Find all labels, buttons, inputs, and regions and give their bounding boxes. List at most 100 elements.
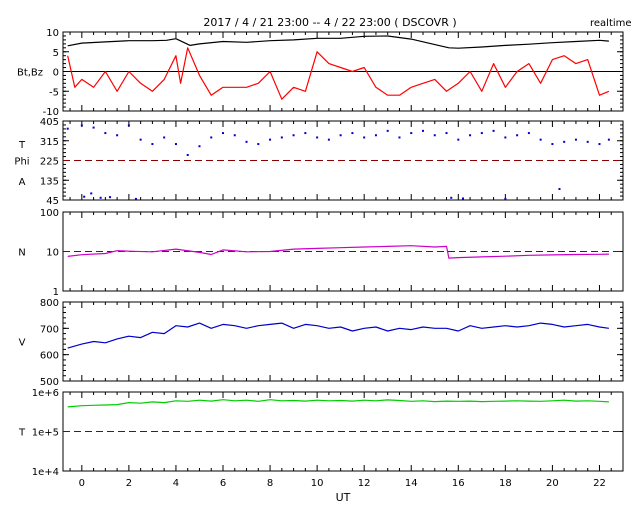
series-bt (67, 35, 609, 49)
data-point (222, 132, 224, 135)
x-tick-label: 20 (546, 478, 559, 489)
data-point (210, 136, 213, 139)
data-point (363, 136, 366, 139)
y-tick-label: 45 (46, 196, 59, 207)
y-tick-label: 0 (53, 68, 59, 79)
y-tick-label: 5 (53, 48, 59, 59)
data-point (116, 134, 119, 137)
data-point (92, 126, 95, 129)
data-point (109, 196, 112, 199)
data-point (527, 132, 530, 135)
data-point (492, 129, 495, 132)
x-tick-label: 12 (358, 478, 371, 489)
data-point (398, 136, 401, 139)
data-point (539, 138, 542, 141)
x-tick-label: 10 (311, 478, 324, 489)
data-point (558, 188, 561, 191)
chart-panels: 1050-5-10Bt,Bz40531522513545TPhiA100101N… (14, 28, 624, 489)
y-tick-label: 800 (40, 298, 59, 309)
data-point (90, 192, 93, 195)
y-axis-label: V (19, 338, 26, 349)
y-tick-label: 600 (40, 351, 59, 362)
data-point (151, 143, 154, 146)
data-point (316, 136, 319, 139)
series-line (67, 245, 609, 259)
panel-frame (62, 301, 624, 382)
data-point (351, 132, 354, 135)
y-tick-label: 700 (40, 324, 59, 335)
data-point (504, 197, 507, 200)
data-point (586, 140, 589, 143)
panel-mag: 10 5 0 -5 -10 Bt,Bz (17, 28, 624, 118)
y-tick-label: 225 (40, 157, 59, 168)
series-n (67, 245, 609, 259)
y-tick-label: 10 (46, 248, 59, 259)
data-point (386, 129, 389, 132)
x-tick-label: 22 (593, 478, 606, 489)
panel-velocity: 800 700 600 500 V (19, 298, 624, 388)
data-point (422, 129, 424, 132)
series-bz (67, 47, 610, 100)
y-tick-label: 10 (46, 28, 59, 39)
data-point (445, 132, 448, 135)
data-point (127, 124, 130, 127)
series-line (67, 322, 609, 349)
y-tick-label: 1 (53, 287, 59, 298)
y-axis-label: T (18, 428, 26, 439)
data-point (139, 138, 142, 141)
y-tick-label: -5 (49, 87, 59, 98)
data-point (163, 136, 166, 139)
x-tick-label: 0 (79, 478, 85, 489)
data-point (174, 143, 177, 146)
data-point (134, 197, 137, 200)
x-axis-label: UT (336, 491, 351, 504)
y-tick-label: 1e+6 (32, 388, 59, 399)
data-point (339, 134, 342, 137)
data-point (80, 124, 83, 127)
data-point (457, 138, 460, 141)
y-axis-label: T (18, 140, 26, 151)
panel-temperature: 1e+6 1e+5 1e+4 T 0 2 4 6 8 10 12 14 16 18 20 22 (18, 388, 624, 489)
data-point (233, 134, 236, 137)
data-point (433, 134, 436, 137)
data-point (574, 138, 577, 141)
data-point (450, 196, 453, 199)
data-point (99, 196, 102, 199)
series-line (67, 47, 610, 100)
chart-title: 2017 / 4 / 21 23:00 -- 4 / 22 23:00 ( DS… (203, 16, 456, 29)
x-tick-label: 6 (220, 478, 226, 489)
data-point (462, 197, 464, 200)
data-point (245, 140, 248, 143)
data-point (598, 143, 601, 146)
data-point (280, 136, 283, 139)
data-point (607, 138, 610, 141)
y-tick-label: 135 (40, 176, 59, 187)
data-point (504, 136, 507, 139)
x-tick-label: 18 (499, 478, 512, 489)
data-point (257, 143, 260, 146)
y-tick-label: 1e+4 (32, 467, 59, 478)
y-axis-label: Bt,Bz (17, 68, 43, 79)
data-point (66, 127, 69, 130)
y-tick-label: 315 (40, 137, 59, 148)
data-point (304, 132, 307, 135)
x-tick-label: 16 (452, 478, 465, 489)
realtime-label: realtime (590, 18, 632, 29)
y-tick-label: 100 (40, 208, 59, 219)
y-tick-label: -10 (43, 107, 59, 118)
series-phi (66, 124, 610, 157)
data-point (480, 132, 483, 135)
data-point (292, 134, 295, 137)
data-point (410, 132, 413, 135)
panel-phi: 405 315 225 135 45 T Phi A (14, 117, 624, 207)
data-point (469, 134, 472, 137)
data-point (374, 134, 377, 137)
series-v (67, 322, 609, 349)
data-point (327, 138, 330, 141)
y-tick-label: 500 (40, 377, 59, 388)
y-tick-label: 1e+5 (32, 428, 59, 439)
x-tick-label: 14 (405, 478, 418, 489)
x-tick-label: 8 (267, 478, 273, 489)
data-point (104, 132, 107, 135)
